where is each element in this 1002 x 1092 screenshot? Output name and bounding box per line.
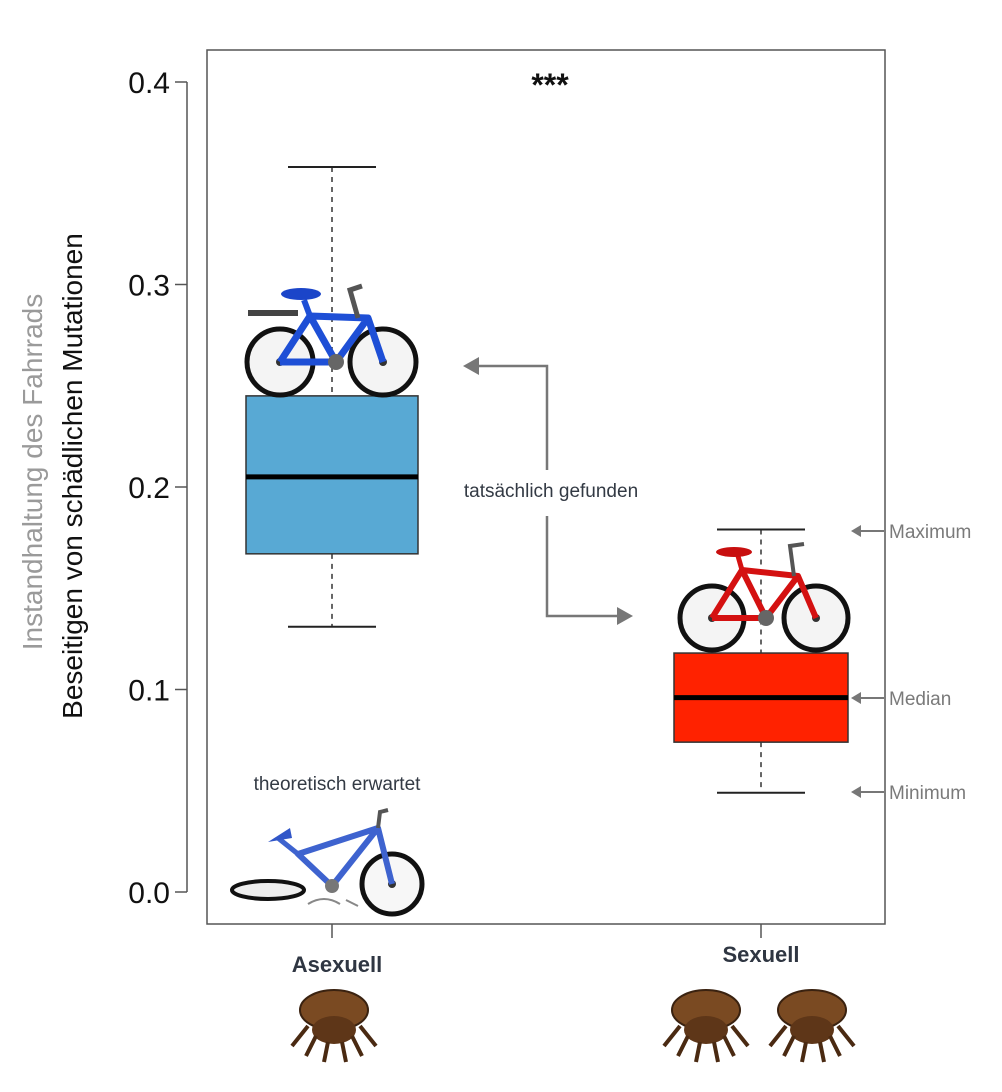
connector-upper [478,364,549,470]
legend-maximum: Maximum [851,522,971,543]
annotation-expected: theoretisch erwartet [254,774,422,795]
beetle-icon [290,989,378,1063]
red-bicycle-icon [677,542,851,653]
boxes [245,166,849,794]
arrowhead-left-icon [463,357,479,375]
legend-arrow-icon [851,692,861,704]
y-tick-label: 0.2 [128,472,170,505]
connector-lower [545,516,618,618]
beetle-icon [662,989,750,1063]
legend-median-label: Median [889,689,951,710]
box-asexuell [245,166,419,628]
category-label-sexuell: Sexuell [722,942,799,967]
legend-arrow-icon [851,525,861,537]
y-tick-label: 0.4 [128,67,170,100]
category-label-asexuell: Asexuell [292,952,383,977]
y-tick-label: 0.1 [128,675,170,708]
legend-minimum-label: Minimum [889,783,966,804]
y-tick-label: 0.3 [128,270,170,303]
legend-arrow-icon [851,786,861,798]
broken-bicycle-icon [230,808,425,917]
legend-median: Median [851,689,951,710]
legend-maximum-label: Maximum [889,522,971,543]
legend-minimum: Minimum [851,783,966,804]
y-tick-label: 0.0 [128,877,170,910]
box-sexuell [673,528,849,794]
annotation-found: tatsächlich gefunden [464,481,638,502]
blue-bicycle-icon [244,283,419,398]
y-ticks: 0.0 0.1 0.2 0.3 0.4 [128,67,187,910]
y-axis-label-black: Beseitigen von schädlichen Mutationen [57,233,88,719]
arrowhead-right-icon [617,607,633,625]
beetle-icon [768,989,856,1063]
y-axis-label-gray: Instandhaltung des Fahrrads [17,294,48,650]
significance-label: *** [531,67,569,103]
plot-frame [206,49,886,925]
